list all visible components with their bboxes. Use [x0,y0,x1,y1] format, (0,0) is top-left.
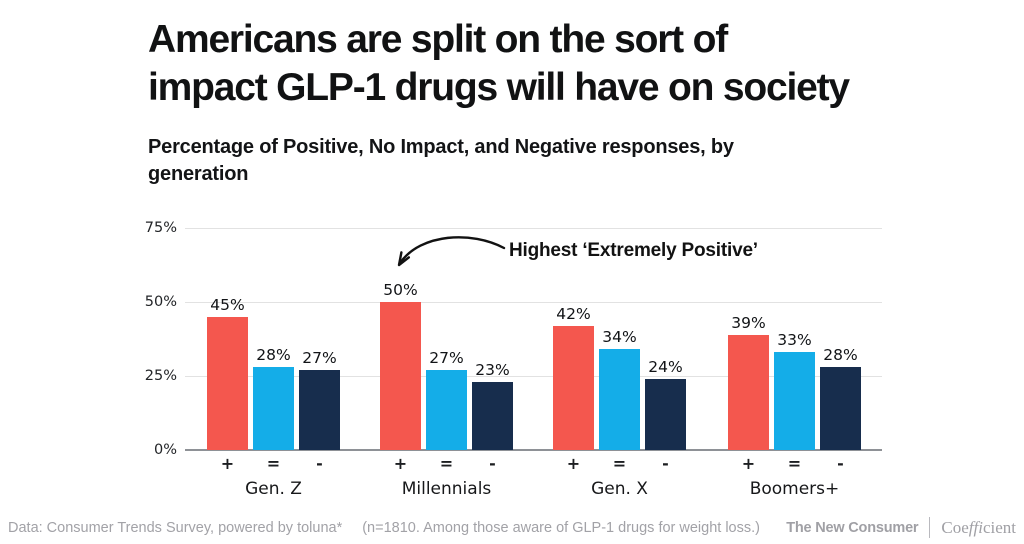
positive-bar [380,302,421,450]
annotation-label: Highest ‘Extremely Positive’ [509,240,758,261]
bar-value-label: 27% [429,349,464,368]
series-symbol: = [787,454,802,473]
series-symbol: - [316,454,323,473]
category-label: Gen. Z [245,479,302,499]
bar-column: 45% [207,228,248,450]
series-symbols: + = - [380,456,513,472]
subtitle-line-1: Percentage of Positive, No Impact, and N… [148,136,734,158]
bar-value-label: 28% [256,346,291,365]
series-symbol: = [612,454,627,473]
bar-value-label: 45% [210,295,245,314]
bar-group-gen-x: 42% 34% 24% + = - Gen. X [553,228,686,499]
subtitle-line-2: generation [148,163,249,185]
series-symbol: = [266,454,281,473]
no-impact-bar [774,352,815,450]
no-impact-bar [253,367,294,450]
footer-note: (n=1810. Among those aware of GLP-1 drug… [362,519,760,536]
bar-column: 23% [472,228,513,450]
no-impact-bar [599,349,640,450]
plot-area: 0% 25% 50% 75% 45% 28% 27% + = - Gen. Z 50% 27% 23% + =… [145,220,882,499]
category-label: Millennials [401,479,492,499]
bar-column: 24% [645,228,686,450]
category-label: Gen. X [591,479,648,499]
bar-column: 28% [253,228,294,450]
series-symbol: + [393,454,408,473]
series-symbols: + = - [207,456,340,472]
bar-value-label: 39% [731,313,766,332]
x-axis-line [185,449,882,451]
footer-brands: The New Consumer Coefficient [786,517,1016,538]
series-symbol: + [566,454,581,473]
series-symbol: - [662,454,669,473]
footer-source: Data: Consumer Trends Survey, powered by… [8,520,760,536]
gridline [185,228,882,229]
negative-bar [472,381,513,450]
series-symbol: + [220,454,235,473]
bar-column: 50% [380,228,421,450]
bar-value-label: 33% [777,331,812,350]
gridline [185,376,882,377]
bar-group-boomers-: 39% 33% 28% + = - Boomers+ [728,228,861,499]
bar-column: 27% [299,228,340,450]
gridline [185,302,882,303]
footer: Data: Consumer Trends Survey, powered by… [0,517,1024,538]
new-consumer-logo: The New Consumer [786,519,919,536]
series-symbols: + = - [728,456,861,472]
bar-value-label: 28% [823,346,858,365]
bar-group-millennials: 50% 27% 23% + = - Millennials [380,228,513,499]
toluna-logo: toluna* [297,519,343,536]
coefficient-logo: Coefficient [941,517,1016,537]
brand-divider [929,517,931,538]
bar-value-label: 34% [602,328,637,347]
negative-bar [820,367,861,450]
chart-subtitle: Percentage of Positive, No Impact, and N… [148,134,828,188]
title-line-1: Americans are split on the sort of [148,18,728,61]
series-symbols: + = - [553,456,686,472]
bar-column: 28% [820,228,861,450]
category-label: Boomers+ [749,479,840,499]
negative-bar [645,378,686,450]
series-symbol: = [439,454,454,473]
y-axis-tick: 50% [144,294,177,310]
y-axis-tick: 75% [144,220,177,236]
no-impact-bar [426,370,467,450]
series-symbol: - [489,454,496,473]
title-line-2: impact GLP-1 drugs will have on society [148,66,850,109]
y-axis-tick: 0% [153,442,177,458]
bar-value-label: 27% [302,349,337,368]
positive-bar [553,325,594,450]
y-axis-tick: 25% [144,368,177,384]
bar-value-label: 24% [648,357,683,376]
positive-bar [207,316,248,450]
annotation-arrow-icon [397,236,506,267]
bar-column: 42% [553,228,594,450]
page-title: Americans are split on the sort of impac… [148,16,938,112]
source-text: Data: Consumer Trends Survey, powered by [8,519,294,536]
negative-bar [299,370,340,450]
series-symbol: + [741,454,756,473]
bar-value-label: 50% [383,281,418,300]
bar-value-label: 23% [475,360,510,379]
bar-column: 27% [426,228,467,450]
bar-column: 33% [774,228,815,450]
series-symbol: - [837,454,844,473]
bar-group-gen-z: 45% 28% 27% + = - Gen. Z [207,228,340,499]
positive-bar [728,334,769,450]
bar-column: 34% [599,228,640,450]
bar-value-label: 42% [556,304,591,323]
bar-column: 39% [728,228,769,450]
